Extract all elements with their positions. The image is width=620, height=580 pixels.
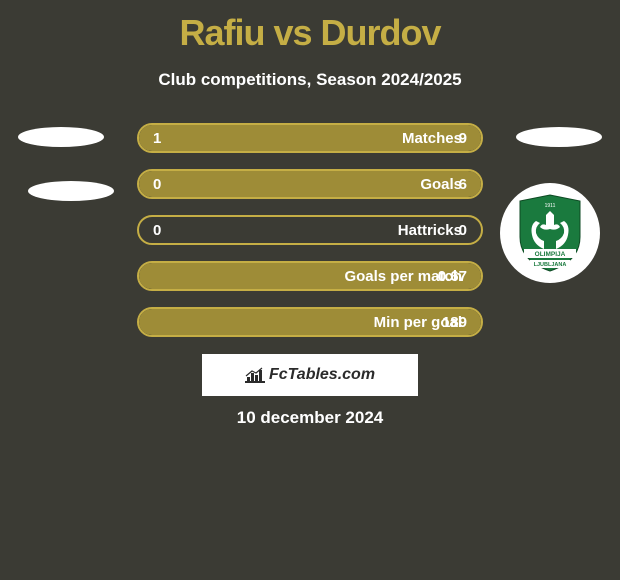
date-label: 10 december 2024 [0, 408, 620, 428]
stat-right-value: 0.67 [427, 268, 467, 285]
brand-footer[interactable]: FcTables.com [202, 354, 418, 396]
team-right-logo: OLIMPIJA LJUBLJANA 1911 [500, 183, 600, 283]
club-crest: OLIMPIJA LJUBLJANA 1911 [516, 193, 584, 273]
team-right-shape-1 [516, 127, 602, 147]
stat-left-value: 0 [153, 222, 183, 239]
page-title: Rafiu vs Durdov [0, 0, 620, 54]
stat-row-goals-per-match: Goals per match 0.67 [137, 261, 483, 291]
stat-row-goals: 0 Goals 6 [137, 169, 483, 199]
stat-left-value: 1 [153, 130, 183, 147]
stat-row-min-per-goal: Min per goal 189 [137, 307, 483, 337]
stat-row-hattricks: 0 Hattricks 0 [137, 215, 483, 245]
logo-text-bottom: LJUBLJANA [534, 262, 567, 268]
stat-row-matches: 1 Matches 9 [137, 123, 483, 153]
team-left-shape-2 [28, 181, 114, 201]
stat-right-value: 0 [427, 222, 467, 239]
stat-left-value: 0 [153, 176, 183, 193]
chart-icon [245, 367, 265, 383]
brand-name: FcTables.com [269, 366, 375, 384]
team-left-shape-1 [18, 127, 104, 147]
logo-year: 1911 [545, 203, 556, 209]
stat-right-value: 189 [427, 314, 467, 331]
stats-container: 1 Matches 9 0 Goals 6 0 Hattricks 0 Goal… [137, 123, 483, 353]
logo-text-top: OLIMPIJA [535, 251, 566, 258]
subtitle: Club competitions, Season 2024/2025 [0, 70, 620, 90]
stat-right-value: 9 [427, 130, 467, 147]
stat-right-value: 6 [427, 176, 467, 193]
